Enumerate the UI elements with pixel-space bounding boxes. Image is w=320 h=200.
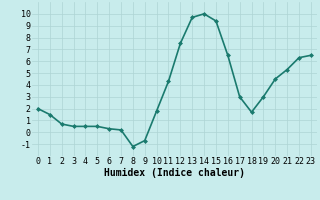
X-axis label: Humidex (Indice chaleur): Humidex (Indice chaleur)	[104, 168, 245, 178]
